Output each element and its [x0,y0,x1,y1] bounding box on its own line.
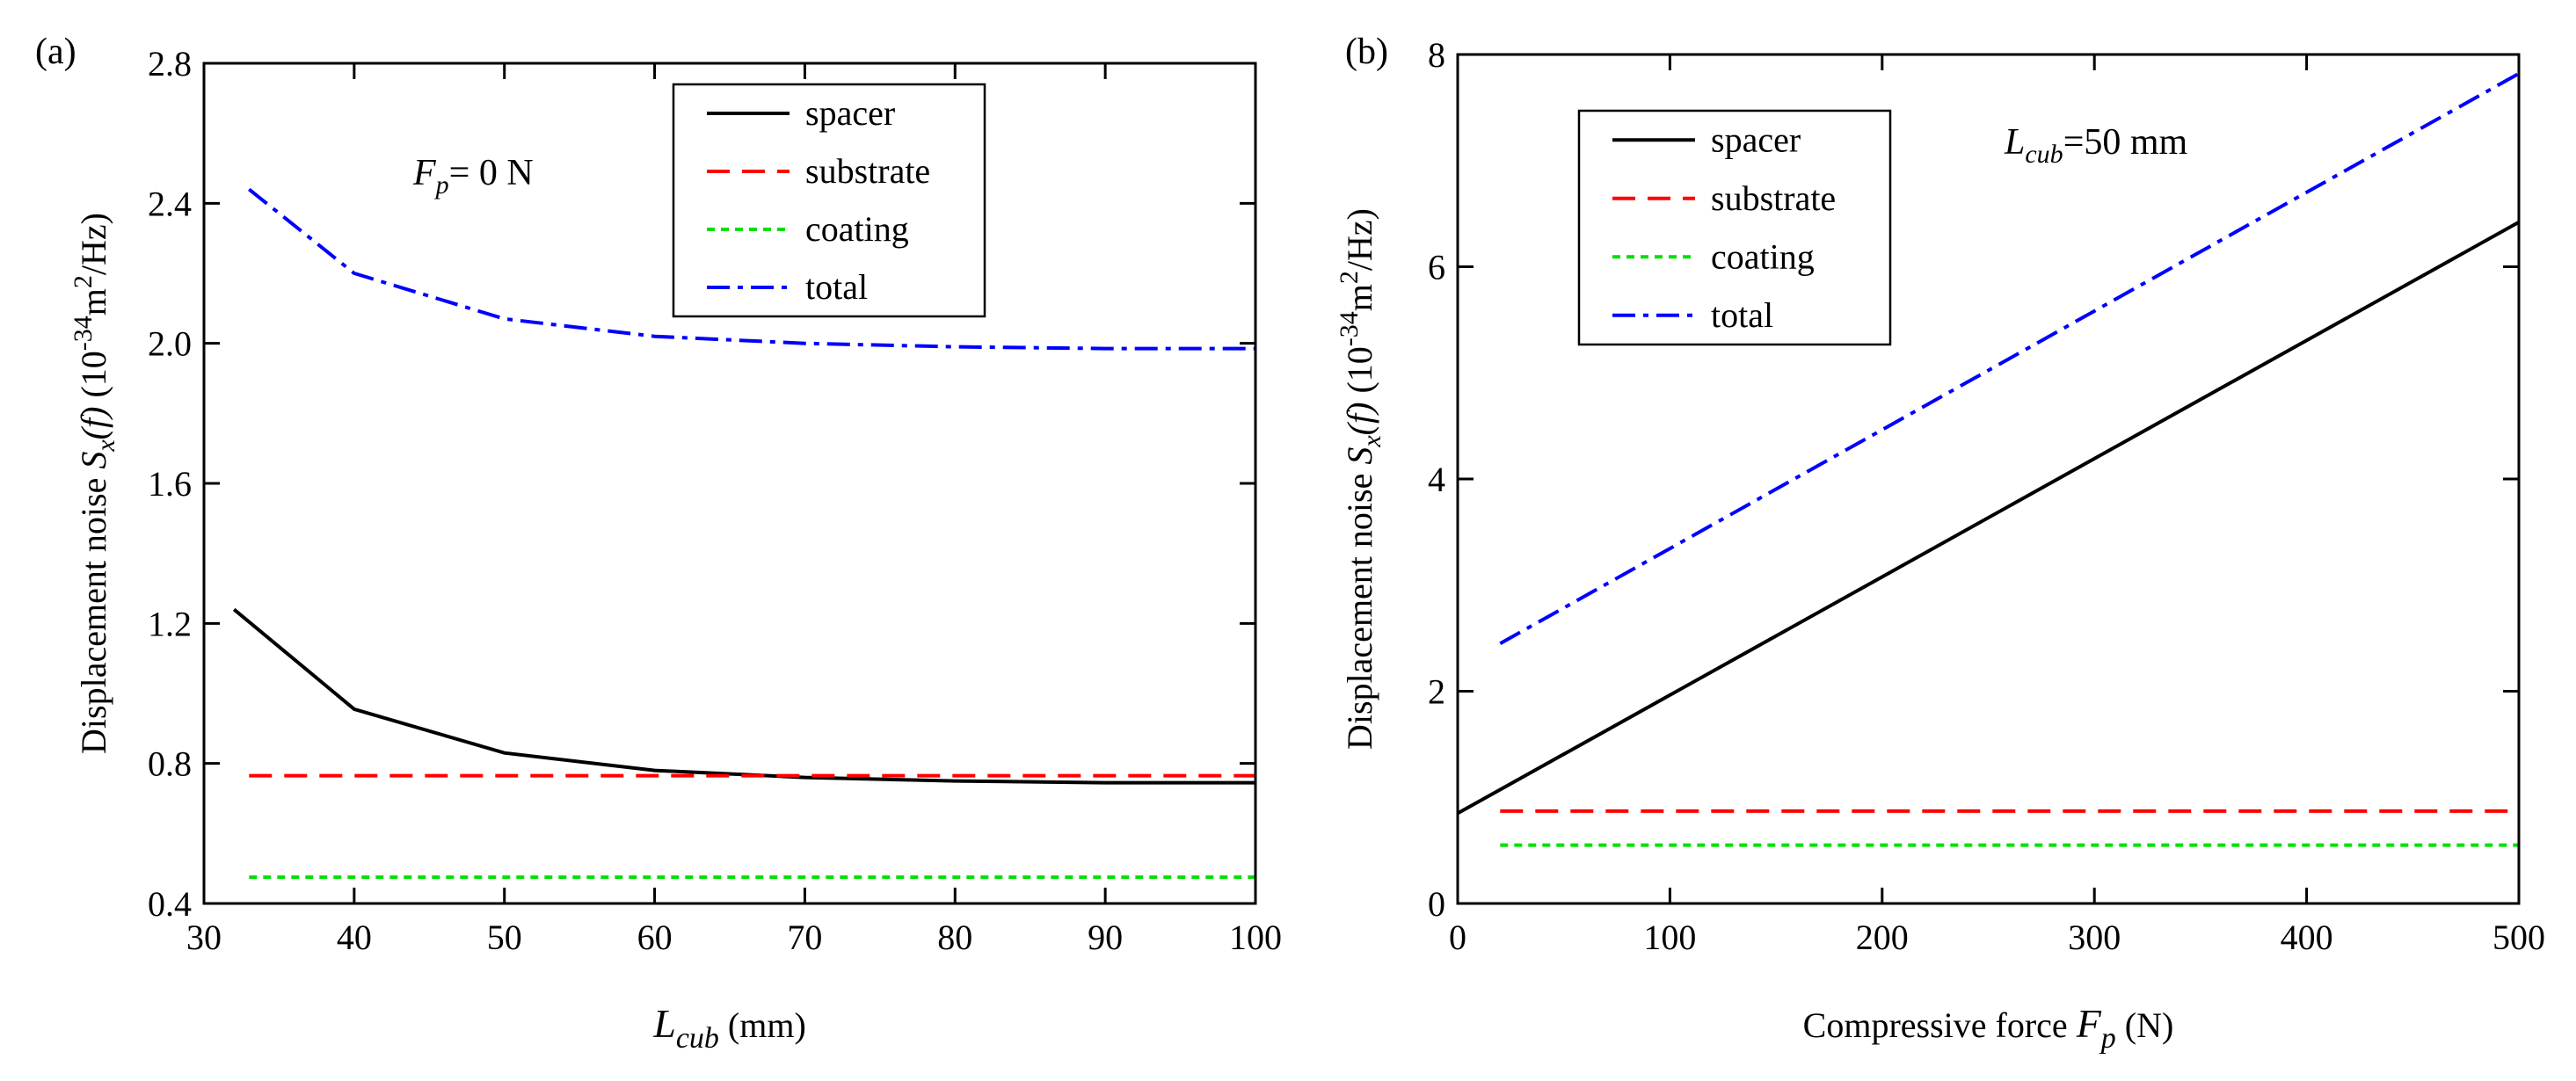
x-axis-title-prefix: Compressive force [1803,1005,2077,1045]
y-tick-label: 0.4 [148,884,192,924]
y-tick-label: 0 [1428,884,1445,924]
y-axis-title: Displacement noise Sx(f) (10-34m2/Hz) [69,213,120,754]
y-axis-title-exponent-2: 2 [1335,271,1364,284]
y-tick-label: 2.4 [148,184,192,223]
x-tick-label: 30 [186,918,222,957]
annotation-subscript: cub [2025,140,2063,169]
y-axis-title-exponent-2: 2 [69,275,98,288]
y-axis-title-unit: (10 [74,351,113,406]
x-axis-title-symbol: F [2076,1001,2102,1046]
y-axis-title: Displacement noise Sx(f) (10-34m2/Hz) [1335,208,1386,750]
x-axis-title: Compressive force Fp (N) [1803,1001,2174,1055]
y-axis-title-exponent: -34 [1335,311,1364,346]
x-tick-label: 200 [1856,918,1909,957]
y-axis-title-unit-hz: /Hz) [74,213,113,275]
annotation-symbol: F [412,153,436,193]
legend-label-spacer: spacer [805,93,895,133]
x-axis-title: Lcub (mm) [652,1001,806,1055]
series-line-total [1499,71,2520,645]
series-line-spacer [232,607,1255,785]
x-axis-title-subscript: p [2099,1022,2116,1055]
legend-label-spacer: spacer [1711,120,1801,159]
y-tick-label: 2 [1428,672,1445,712]
y-axis-title-subscript: x [1357,435,1386,448]
panel-b: (b) 0 100 200 300 400 500 0 2 4 6 8 Lcub=50 mm Compre… [1335,32,2545,1055]
y-tick-label: 8 [1428,35,1445,75]
panel-a: (a) 30 40 50 60 70 80 90 100 0.4 0.8 1.2 1.6 2.0 2.4 2.… [35,32,1282,1055]
y-axis-title-prefix: Displacement noise [74,469,113,754]
legend-label-coating: coating [1711,236,1815,276]
y-axis-title-exponent: -34 [69,316,98,351]
y-tick-label: 2.0 [148,324,192,364]
annotation-value: =50 mm [2063,122,2188,163]
x-tick-label: 80 [937,918,972,957]
x-tick-label: 500 [2492,918,2545,957]
legend-label-substrate: substrate [805,151,930,191]
x-axis-title-symbol: L [652,1001,676,1046]
legend-box [672,83,986,318]
annotation-value: = 0 N [449,153,534,193]
legend-box [1577,109,1892,346]
x-tick-label: 60 [637,918,673,957]
y-axis-title-subscript: x [91,439,120,453]
x-tick-label: 50 [487,918,522,957]
y-tick-label: 4 [1428,460,1445,499]
x-tick-label: 0 [1449,918,1466,957]
x-tick-label: 40 [337,918,372,957]
annotation: Lcub=50 mm [2004,122,2188,169]
legend-label-substrate: substrate [1711,178,1836,218]
panel-label: (b) [1345,32,1388,72]
legend-label-total: total [1711,295,1773,335]
y-tick-label: 0.8 [148,744,192,784]
series-line-total [248,187,1255,351]
y-axis-title-unit-hz: /Hz) [1340,208,1379,271]
legend-label-coating: coating [805,209,909,249]
x-tick-label: 100 [1229,918,1282,957]
x-axis-title-unit: (N) [2116,1005,2174,1045]
y-tick-label: 6 [1428,248,1445,287]
x-axis-title-unit: (mm) [719,1005,806,1045]
y-tick-label: 1.6 [148,464,192,504]
y-axis-title-unit-m: m [74,288,113,316]
x-tick-label: 70 [787,918,822,957]
x-tick-label: 300 [2068,918,2121,957]
y-axis-title-f: (f) [74,407,113,440]
y-tick-label: 2.8 [148,44,192,83]
annotation-subscript: p [434,170,449,200]
annotation-symbol: L [2004,122,2025,163]
y-axis-title-unit-m: m [1340,284,1379,311]
y-axis-title-prefix: Displacement noise [1340,465,1379,750]
y-axis-title-symbol: S [1340,447,1379,465]
legend-label-total: total [805,267,868,307]
x-tick-label: 100 [1643,918,1696,957]
x-axis-title-subscript: cub [676,1022,719,1055]
y-axis-title-unit: (10 [1340,346,1379,402]
panel-label: (a) [35,32,76,72]
x-tick-label: 90 [1088,918,1123,957]
y-axis-title-f: (f) [1340,403,1379,436]
annotation: Fp= 0 N [412,153,534,200]
x-tick-label: 400 [2281,918,2333,957]
series-line-spacer [1457,221,2520,816]
y-axis-title-symbol: S [74,452,113,469]
y-tick-label: 1.2 [148,604,192,643]
